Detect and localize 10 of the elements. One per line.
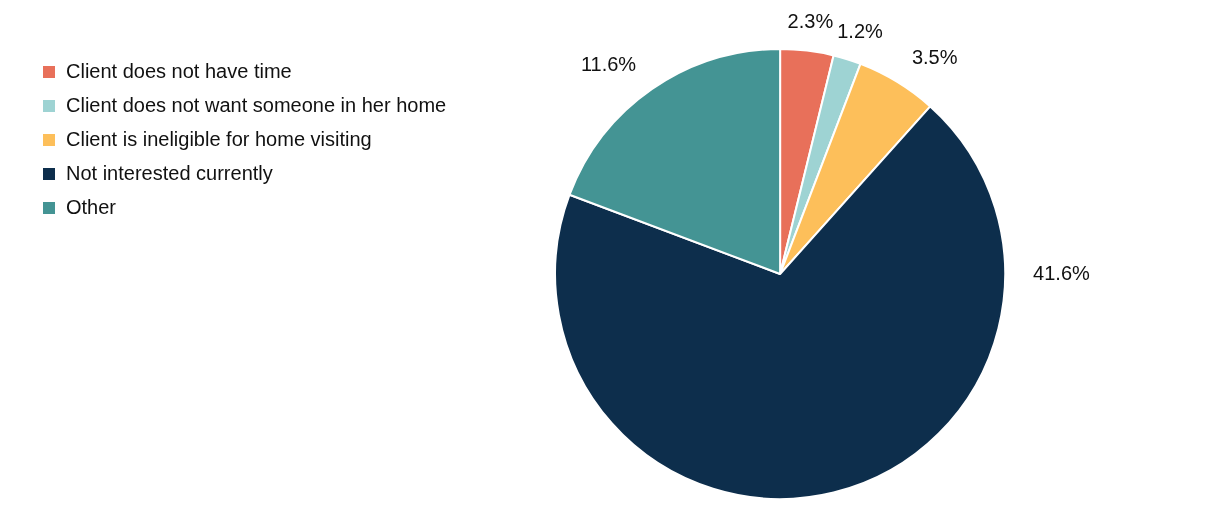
legend-label: Other (66, 195, 117, 218)
legend-label: Client does not want someone in her home (66, 93, 447, 116)
legend-label: Client is ineligible for home visiting (66, 127, 372, 150)
data-label: 11.6% (580, 53, 637, 76)
data-label: 3.5% (911, 45, 958, 68)
data-label: 41.6% (1033, 261, 1091, 284)
legend-label: Client does not have time (66, 59, 292, 82)
data-label: 1.2% (837, 20, 883, 43)
legend-label: Not interested currently (66, 161, 273, 184)
data-label: 2.3% (787, 10, 834, 33)
